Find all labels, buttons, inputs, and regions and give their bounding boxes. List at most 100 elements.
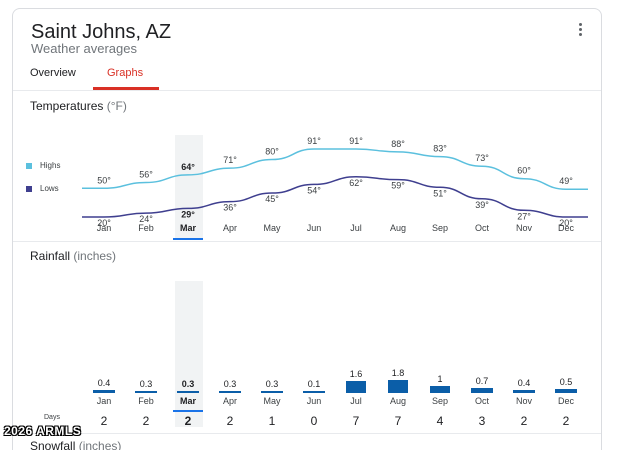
rain-value-nov: 0.4 xyxy=(517,378,531,388)
temp-month-oct[interactable]: Oct xyxy=(474,223,489,233)
rain-month-jan[interactable]: Jan xyxy=(96,396,112,406)
highs-value-apr: 71° xyxy=(223,155,237,165)
highs-value-may: 80° xyxy=(265,147,279,157)
location-title: Saint Johns, AZ xyxy=(31,21,172,43)
rain-days-aug: 7 xyxy=(394,414,402,428)
rain-value-jul: 1.6 xyxy=(349,369,363,379)
rain-days-oct: 3 xyxy=(478,414,486,428)
lows-swatch xyxy=(26,185,32,192)
highs-value-feb: 56° xyxy=(139,170,153,180)
lows-value-jan: 20° xyxy=(97,218,111,228)
rain-value-feb: 0.3 xyxy=(139,378,153,389)
rain-bar-may xyxy=(261,390,283,393)
rain-bar-oct xyxy=(471,387,493,393)
rain-days-dec: 2 xyxy=(562,414,570,428)
highs-value-jun: 91° xyxy=(307,136,321,146)
lows-value-feb: 24° xyxy=(139,214,153,224)
tab-overview[interactable]: Overview xyxy=(30,67,76,79)
weather-subtitle: Weather averages xyxy=(31,41,137,56)
lows-value-oct: 39° xyxy=(475,200,489,210)
rain-days-nov: 2 xyxy=(520,414,528,428)
rain-month-dec[interactable]: Dec xyxy=(557,396,574,406)
lows-value-aug: 59° xyxy=(391,181,405,191)
rain-month-sep[interactable]: Sep xyxy=(431,396,448,406)
highs-value-mar: 64° xyxy=(181,162,195,172)
highs-value-sep: 83° xyxy=(433,144,447,154)
rain-value-sep: 1 xyxy=(437,373,443,384)
rain-days-feb: 2 xyxy=(142,414,150,428)
temp-month-jul[interactable]: Jul xyxy=(350,223,362,233)
temp-month-nov[interactable]: Nov xyxy=(515,223,532,233)
lows-value-jun: 54° xyxy=(307,185,321,195)
rain-days-jun: 0 xyxy=(310,414,318,428)
days-label: Days xyxy=(44,414,60,421)
rain-bar-mar xyxy=(177,390,199,393)
highs-value-dec: 49° xyxy=(559,176,573,186)
rain-days-sep: 4 xyxy=(436,414,444,428)
rain-month-aug[interactable]: Aug xyxy=(389,396,406,406)
lows-value-apr: 36° xyxy=(223,203,237,213)
rain-bar-dec xyxy=(555,389,577,393)
temp-month-dec[interactable]: Dec xyxy=(557,223,574,233)
rainfall-title: Rainfall (inches) xyxy=(30,249,117,263)
rain-month-jul[interactable]: Jul xyxy=(350,396,362,406)
rain-value-jan: 0.4 xyxy=(97,378,111,388)
temperatures-title: Temperatures (°F) xyxy=(30,99,127,113)
rain-days-mar: 2 xyxy=(184,414,192,428)
temp-month-jun[interactable]: Jun xyxy=(306,223,322,233)
rain-month-feb[interactable]: Feb xyxy=(138,396,154,406)
rain-selected-month-bar xyxy=(173,410,203,412)
temp-month-feb[interactable]: Feb xyxy=(138,223,154,233)
temp-month-mar[interactable]: Mar xyxy=(179,223,196,233)
lows-value-mar: 29° xyxy=(181,209,195,219)
rain-bar-sep xyxy=(430,385,450,393)
tab-graphs[interactable]: Graphs xyxy=(107,67,144,79)
lows-value-sep: 51° xyxy=(433,188,447,198)
temp-month-jan[interactable]: Jan xyxy=(96,223,112,233)
rain-days-may: 1 xyxy=(268,414,276,428)
rain-days-jan: 2 xyxy=(100,414,108,428)
temperature-chart: 50° 56° 64° 71° 80° 91° 91° 88° 83° 73° 60° 49° 20° 2… xyxy=(81,136,588,228)
rain-value-dec: 0.5 xyxy=(559,377,573,388)
rain-days-apr: 2 xyxy=(226,414,234,428)
rain-month-jun[interactable]: Jun xyxy=(306,396,322,406)
rain-month-mar[interactable]: Mar xyxy=(179,396,196,406)
rain-month-may[interactable]: May xyxy=(263,396,281,406)
temp-month-sep[interactable]: Sep xyxy=(431,223,448,233)
rain-month-apr[interactable]: Apr xyxy=(222,396,237,406)
rain-value-aug: 1.8 xyxy=(391,367,405,378)
rain-month-oct[interactable]: Oct xyxy=(474,396,489,406)
highs-value-aug: 88° xyxy=(391,139,405,149)
lows-value-nov: 27° xyxy=(517,211,531,221)
rain-value-mar: 0.3 xyxy=(181,378,195,389)
rain-bar-jul xyxy=(346,381,366,393)
highs-value-jul: 91° xyxy=(349,136,363,146)
temp-month-aug[interactable]: Aug xyxy=(389,223,406,233)
lows-line xyxy=(81,176,588,218)
snowfall-title: Snowfall (inches) xyxy=(30,439,122,450)
active-tab-indicator xyxy=(93,87,159,90)
highs-swatch xyxy=(26,162,32,169)
legend-highs: Highs xyxy=(26,161,60,170)
temp-month-apr[interactable]: Apr xyxy=(222,223,237,233)
tabs-divider xyxy=(13,90,601,91)
rain-days-jul: 7 xyxy=(352,414,360,428)
legend-lows: Lows xyxy=(26,184,59,193)
selected-month-highlight-temp xyxy=(175,135,203,239)
highs-value-jan: 50° xyxy=(97,175,111,185)
weather-card: Saint Johns, AZ Weather averages Overvie… xyxy=(12,8,602,450)
rain-bar-aug xyxy=(388,379,408,393)
highs-value-nov: 60° xyxy=(517,166,531,176)
rain-bar-jun xyxy=(303,391,325,393)
watermark-text: 2026 ARMLS xyxy=(4,424,82,438)
rain-divider xyxy=(13,433,601,434)
more-options-icon[interactable] xyxy=(577,23,583,39)
rain-bar-nov xyxy=(513,390,535,393)
highs-line xyxy=(81,148,588,190)
rain-month-nov[interactable]: Nov xyxy=(515,396,532,406)
temp-selected-month-bar xyxy=(173,238,203,240)
rain-bar-feb xyxy=(135,390,157,393)
temp-month-may[interactable]: May xyxy=(263,223,281,233)
rain-value-may: 0.3 xyxy=(265,378,279,389)
lows-value-dec: 20° xyxy=(559,218,573,228)
